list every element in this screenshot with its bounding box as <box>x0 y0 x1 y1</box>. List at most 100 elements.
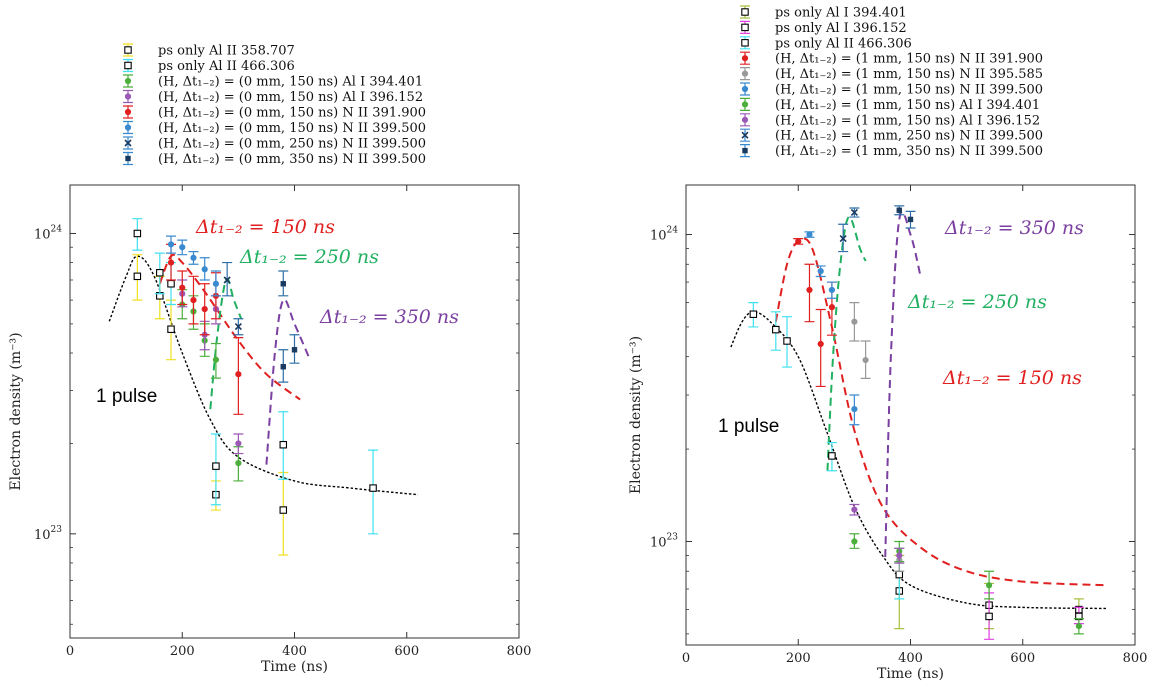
plot-area <box>730 205 1107 640</box>
data-point <box>828 304 836 311</box>
x-tick-label: 800 <box>1123 651 1148 666</box>
legend-entry: (H, Δt₁₋₂) = (0 mm, 350 ns) N II 399.500 <box>158 152 426 167</box>
data-series <box>793 237 837 388</box>
data-point <box>806 286 813 294</box>
data-point <box>279 440 288 449</box>
legend-entry: (H, Δt₁₋₂) = (0 mm, 150 ns) N II 391.900 <box>158 106 426 121</box>
legend-entry: (H, Δt₁₋₂) = (1 mm, 150 ns) N II 391.900 <box>775 52 1043 67</box>
legend-marker <box>741 116 749 123</box>
data-point <box>201 266 208 273</box>
x-axis-label: Time (ns) <box>877 666 944 682</box>
data-point <box>862 356 869 364</box>
legend-entry: (H, Δt₁₋₂) = (1 mm, 250 ns) N II 399.500 <box>775 129 1043 144</box>
data-point <box>167 241 175 248</box>
legend-marker <box>741 101 749 108</box>
data-series <box>804 231 860 426</box>
data-point <box>156 268 164 277</box>
legend-marker <box>741 55 749 62</box>
data-point <box>280 364 286 370</box>
data-point <box>223 276 231 284</box>
data-point <box>851 318 858 325</box>
curve-annotation: Δt₁₋₂ = 150 ns <box>942 367 1082 389</box>
data-point <box>896 552 903 559</box>
legend-entry: ps only Al II 466.306 <box>775 36 912 51</box>
x-tick-label: 400 <box>898 651 923 666</box>
legend-entry: (H, Δt₁₋₂) = (0 mm, 150 ns) N II 399.500 <box>158 121 426 136</box>
data-point <box>783 337 791 345</box>
legend-entry: ps only Al I 394.401 <box>775 6 907 21</box>
data-series <box>748 302 905 600</box>
plot-area <box>108 218 419 556</box>
y-tick-label: 1024 <box>650 226 678 244</box>
data-point <box>895 570 904 579</box>
data-point <box>828 286 836 294</box>
data-point <box>279 506 288 514</box>
data-series <box>849 302 905 572</box>
data-point <box>795 238 802 245</box>
data-point <box>985 612 993 621</box>
data-point <box>179 244 186 251</box>
y-tick-label: 1024 <box>34 224 62 242</box>
legend-marker <box>741 85 749 93</box>
legend-entry: (H, Δt₁₋₂) = (1 mm, 150 ns) N II 399.500 <box>775 83 1043 98</box>
data-series <box>849 503 905 564</box>
legend-marker <box>124 61 132 70</box>
fit-curve <box>158 253 301 401</box>
data-point <box>190 297 197 304</box>
x-tick-label: 200 <box>170 644 195 659</box>
x-tick-label: 600 <box>1010 651 1035 666</box>
fit-curve <box>826 216 867 471</box>
legend-marker <box>124 108 132 116</box>
legend-marker <box>741 8 749 16</box>
left-chart: 0 200 400 600 800 1023 1024 Time (ns) Electron d… <box>8 43 531 675</box>
curve-annotation: Δt₁₋₂ = 350 ns <box>319 306 459 328</box>
data-series <box>166 235 221 297</box>
x-tick-label: 400 <box>282 644 307 659</box>
data-point <box>167 325 175 333</box>
data-point <box>201 306 208 313</box>
legend-entry: (H, Δt₁₋₂) = (1 mm, 350 ns) N II 399.500 <box>775 144 1043 159</box>
legend-marker <box>124 124 132 131</box>
legend-entry: (H, Δt₁₋₂) = (0 mm, 150 ns) Al I 396.152 <box>158 90 423 105</box>
legend-marker <box>124 46 132 54</box>
curve-annotation: Δt₁₋₂ = 350 ns <box>944 217 1084 239</box>
data-point <box>851 405 858 413</box>
data-point <box>806 231 813 238</box>
data-point <box>772 325 780 334</box>
data-point <box>851 538 858 545</box>
x-tick-label: 0 <box>682 651 690 666</box>
data-series <box>984 592 1084 640</box>
data-series <box>278 270 300 383</box>
y-tick-label: 1023 <box>34 525 62 543</box>
data-point <box>190 254 197 261</box>
legend-entry: (H, Δt₁₋₂) = (1 mm, 150 ns) Al I 396.152 <box>775 113 1040 128</box>
data-point <box>235 440 242 447</box>
data-point <box>234 322 242 331</box>
legend-entry: (H, Δt₁₋₂) = (1 mm, 150 ns) Al I 394.401 <box>775 98 1040 113</box>
data-point <box>817 268 824 275</box>
data-point <box>235 459 242 467</box>
legend-marker <box>124 139 132 147</box>
error-bar <box>368 449 379 535</box>
data-series <box>132 254 289 556</box>
data-point <box>133 272 142 281</box>
data-series <box>838 207 860 253</box>
x-axis-label: Time (ns) <box>261 659 328 675</box>
data-point <box>280 281 286 287</box>
legend-entry: (H, Δt₁₋₂) = (0 mm, 150 ns) Al I 394.401 <box>158 75 423 90</box>
curve-annotation: 1 pulse <box>96 386 157 407</box>
legend-entry: ps only Al II 466.306 <box>158 59 295 74</box>
data-point <box>167 259 175 266</box>
fit-curve <box>884 210 922 558</box>
data-point <box>212 462 220 470</box>
fit-curve <box>730 311 1107 610</box>
legend-marker <box>124 93 132 100</box>
data-point <box>828 452 836 460</box>
data-point <box>235 371 242 378</box>
data-point <box>907 216 914 223</box>
legend-marker <box>742 147 748 154</box>
data-point <box>985 582 993 589</box>
data-point <box>839 235 847 243</box>
